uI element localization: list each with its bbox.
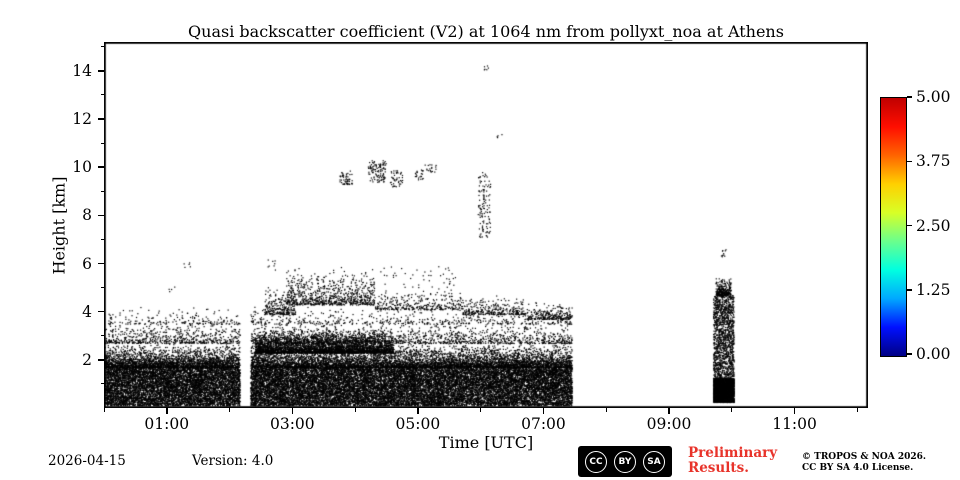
y-tick-label: 8: [82, 206, 92, 225]
x-tick-label: 01:00: [144, 415, 190, 433]
x-axis-label: Time [UTC]: [438, 433, 534, 452]
y-minor-tick-mark: [100, 335, 104, 337]
colorbar-tick-mark: [907, 289, 912, 291]
cc-icon: CC: [585, 450, 607, 473]
y-minor-tick-mark: [100, 287, 104, 289]
x-minor-tick-mark: [103, 408, 105, 412]
x-tick-label: 05:00: [395, 415, 441, 433]
y-tick-mark: [98, 262, 104, 265]
copyright-line-2: CC BY SA 4.0 License.: [802, 463, 914, 473]
y-tick-label: 10: [72, 158, 92, 177]
y-minor-tick-mark: [100, 238, 104, 240]
y-tick-label: 14: [72, 61, 92, 80]
colorbar-tick-label: 3.75: [916, 152, 951, 171]
x-tick-mark: [542, 408, 545, 414]
preliminary-line-2: Results.: [688, 460, 749, 476]
x-minor-tick-mark: [354, 408, 356, 412]
x-tick-label: 11:00: [772, 415, 817, 433]
x-minor-tick-mark: [605, 408, 607, 412]
y-tick-label: 12: [72, 110, 92, 129]
y-tick-mark: [98, 214, 104, 217]
x-tick-mark: [291, 408, 294, 414]
date-label: 2026-04-15: [48, 453, 126, 469]
x-minor-tick-mark: [480, 408, 482, 412]
x-minor-tick-mark: [856, 408, 858, 412]
cc-sa-icon: SA: [643, 450, 665, 473]
cc-license-badge: CC BY SA: [578, 446, 672, 477]
y-tick-mark: [98, 70, 104, 72]
y-axis-label: Height [km]: [49, 176, 69, 275]
y-tick-label: 6: [82, 254, 92, 273]
y-tick-mark: [98, 359, 104, 361]
y-minor-tick-mark: [100, 46, 104, 48]
copyright-line-1: © TROPOS & NOA 2026.: [802, 452, 927, 462]
x-tick-label: 03:00: [269, 415, 315, 433]
colorbar-tick-mark: [907, 353, 912, 355]
y-tick-label: 2: [82, 350, 92, 369]
x-tick-mark: [793, 408, 796, 414]
x-minor-tick-mark: [731, 408, 733, 412]
y-minor-tick-mark: [100, 142, 104, 144]
colorbar-tick-label: 5.00: [916, 88, 951, 106]
y-tick-mark: [98, 118, 104, 120]
colorbar-tick-label: 1.25: [916, 280, 951, 299]
cc-by-icon: BY: [614, 450, 636, 473]
x-tick-mark: [668, 408, 670, 414]
colorbar-tick-mark: [907, 224, 912, 227]
preliminary-line-1: Preliminary: [688, 445, 778, 461]
x-minor-tick-mark: [229, 408, 231, 412]
y-minor-tick-mark: [100, 94, 104, 96]
colorbar-tick-mark: [907, 160, 912, 162]
copyright-note: © TROPOS & NOA 2026. CC BY SA 4.0 Licens…: [802, 452, 926, 474]
y-minor-tick-mark: [100, 383, 104, 385]
colorbar-tick-mark: [907, 96, 912, 98]
y-tick-mark: [98, 166, 104, 168]
preliminary-note: Preliminary Results.: [688, 446, 777, 476]
scatter-canvas: [104, 42, 868, 408]
chart-title: Quasi backscatter coefficient (V2) at 10…: [188, 22, 784, 41]
y-tick-label: 4: [82, 302, 92, 321]
colorbar-tick-label: 0.00: [916, 345, 951, 363]
x-tick-label: 09:00: [646, 415, 692, 433]
version-label: Version: 4.0: [192, 453, 274, 469]
x-tick-mark: [417, 408, 419, 414]
x-tick-label: 07:00: [521, 415, 566, 433]
colorbar: [880, 97, 907, 357]
y-tick-mark: [98, 310, 104, 313]
y-minor-tick-mark: [100, 190, 104, 192]
colorbar-tick-label: 2.50: [916, 216, 951, 235]
x-tick-mark: [166, 408, 168, 414]
